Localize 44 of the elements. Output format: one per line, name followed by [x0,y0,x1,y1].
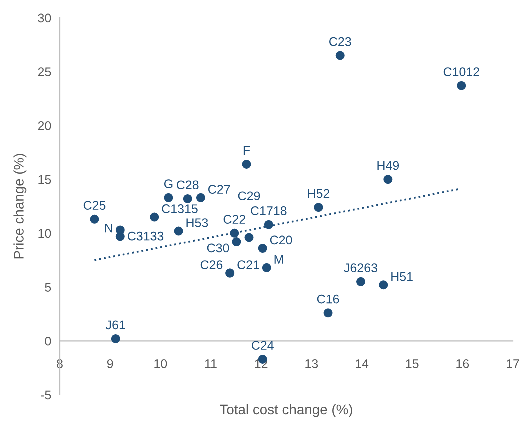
y-tick-label: 5 [45,283,52,292]
y-tick-label: -5 [41,390,52,400]
y-tick-label: 10 [38,229,52,238]
x-tick-label: 15 [406,360,419,368]
y-axis-title: Price change (%) [14,154,27,259]
annotation: C28 [177,180,199,190]
annotation: C26 [200,260,223,270]
annotation: J6263 [344,264,378,272]
annotation: C24 [252,341,274,350]
annotation: C27 [208,185,230,194]
annotation: C20 [270,236,292,245]
x-axis-title: Total cost change (%) [220,404,352,418]
annotation: N [105,224,112,233]
annotation: C1315 [162,204,198,214]
annotation: H53 [186,218,208,228]
annotation: C23 [330,37,352,46]
annotation: F [244,146,250,155]
x-tick-label: 13 [306,360,318,368]
x-tick-label: 10 [154,360,168,368]
annotation: H51 [392,272,413,282]
x-tick-label: 9 [107,360,114,368]
annotation: C1012 [444,68,480,76]
annotation: C3133 [128,232,164,241]
y-tick-label: 15 [38,176,52,184]
annotation: J61 [106,320,126,330]
annotation: C21 [238,260,260,270]
annotation: C22 [224,215,246,224]
annotation: H49 [378,161,400,170]
x-tick-label: 17 [507,360,520,368]
annotation: H52 [308,189,330,198]
x-tick-label: 16 [456,360,470,368]
annotation: G [164,180,173,188]
annotation: C25 [84,201,106,210]
y-tick-label: 25 [38,68,52,77]
annotation: C30 [207,244,230,253]
annotation: C16 [317,294,340,304]
y-tick-label: 0 [45,336,52,346]
annotation: M [274,255,284,264]
annotation: C29 [238,192,260,201]
y-tick-label: 20 [38,122,52,130]
annotation: C1718 [251,206,287,216]
x-tick-label: 11 [205,360,217,368]
x-tick-label: 14 [356,360,369,368]
y-tick-label: 30 [38,14,52,23]
